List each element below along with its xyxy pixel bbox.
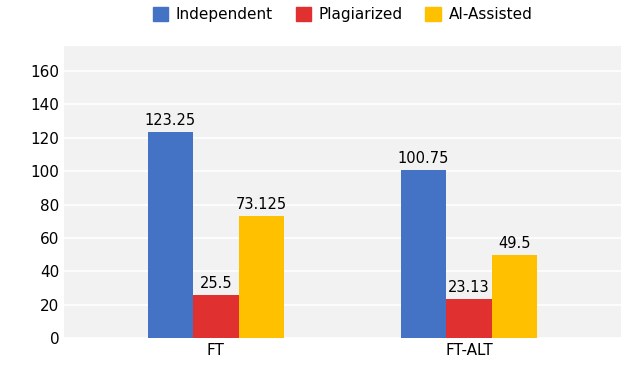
Text: 123.25: 123.25 (145, 113, 196, 128)
Bar (239, 216, 284, 338)
Legend: Independent, Plagiarized, AI-Assisted: Independent, Plagiarized, AI-Assisted (147, 1, 538, 28)
Bar (446, 300, 492, 338)
Bar (147, 132, 193, 338)
Text: 49.5: 49.5 (499, 236, 531, 251)
Text: 25.5: 25.5 (200, 276, 232, 291)
Bar (401, 170, 446, 338)
Bar (492, 255, 537, 338)
Text: 23.13: 23.13 (448, 280, 490, 295)
Bar (193, 295, 239, 338)
Text: 73.125: 73.125 (236, 197, 287, 212)
Text: 100.75: 100.75 (397, 151, 449, 166)
